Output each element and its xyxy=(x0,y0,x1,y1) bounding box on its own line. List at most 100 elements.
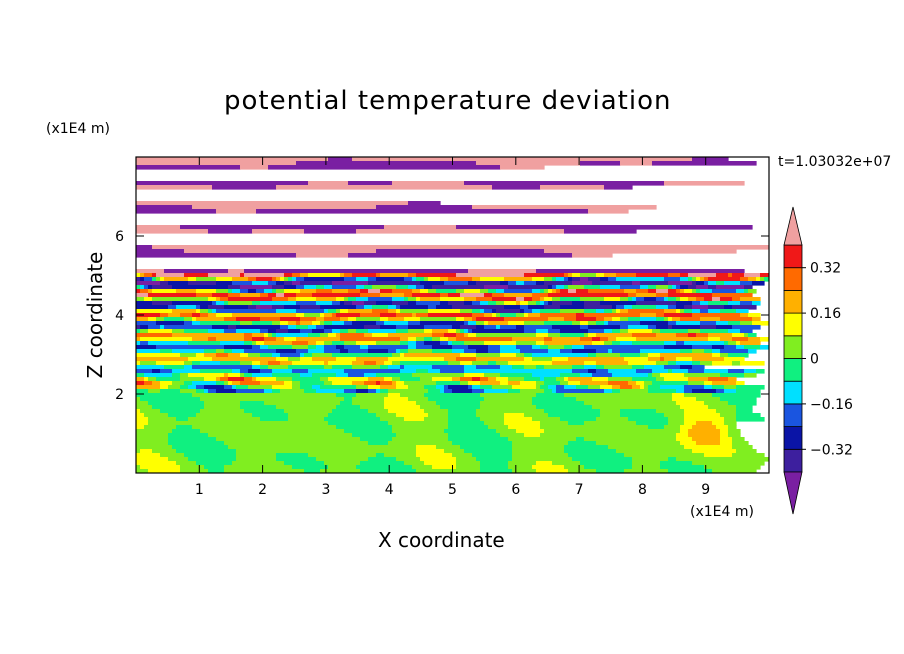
contour-cell xyxy=(652,369,669,374)
contour-cell xyxy=(564,445,609,450)
contour-cell xyxy=(648,289,657,294)
contour-cell xyxy=(456,457,477,462)
contour-cell xyxy=(648,285,657,290)
contour-cell xyxy=(460,381,469,386)
contour-cell xyxy=(260,353,273,358)
contour-cell xyxy=(148,317,157,322)
contour-cell xyxy=(668,325,673,330)
contour-cell xyxy=(332,285,357,290)
contour-cell xyxy=(576,317,597,322)
contour-cell xyxy=(296,309,325,314)
contour-cell xyxy=(136,229,209,234)
contour-cell xyxy=(668,321,677,326)
contour-cell xyxy=(488,345,501,350)
contour-cell xyxy=(564,277,569,282)
contour-cell xyxy=(512,365,525,370)
contour-cell xyxy=(380,389,389,394)
contour-cell xyxy=(164,317,185,322)
contour-cell xyxy=(536,333,549,338)
contour-cell xyxy=(492,185,541,190)
contour-cell xyxy=(216,353,229,358)
contour-cell xyxy=(692,425,717,430)
contour-cell xyxy=(752,321,769,326)
contour-cell xyxy=(148,285,153,290)
contour-cell xyxy=(136,333,173,338)
contour-cell xyxy=(388,365,401,370)
contour-cell xyxy=(332,409,369,414)
contour-cell xyxy=(216,277,233,282)
contour-cell xyxy=(688,329,701,334)
contour-cell xyxy=(560,305,585,310)
contour-cell xyxy=(296,337,341,342)
contour-cell xyxy=(368,377,385,382)
contour-cell xyxy=(596,349,609,354)
contour-cell xyxy=(448,417,481,422)
contour-cell xyxy=(712,349,721,354)
contour-cell xyxy=(580,277,589,282)
contour-cell xyxy=(628,325,649,330)
contour-cell xyxy=(340,309,349,314)
contour-cell xyxy=(580,297,605,302)
contour-cell xyxy=(136,281,161,286)
contour-cell xyxy=(296,297,317,302)
contour-cell xyxy=(652,329,661,334)
contour-cell xyxy=(620,341,633,346)
contour-cell xyxy=(232,289,241,294)
contour-cell xyxy=(592,337,601,342)
contour-cell xyxy=(136,165,241,170)
contour-cell xyxy=(636,297,645,302)
contour-cell xyxy=(292,465,329,470)
contour-cell xyxy=(584,345,665,350)
contour-cell xyxy=(336,393,357,398)
contour-cell xyxy=(612,373,649,378)
contour-cell xyxy=(420,289,429,294)
contour-cell xyxy=(636,273,669,278)
contour-cell xyxy=(744,369,757,374)
contour-cell xyxy=(508,281,517,286)
contour-cell xyxy=(320,305,357,310)
contour-cell xyxy=(232,461,285,466)
contour-cell xyxy=(232,281,253,286)
contour-cell xyxy=(280,277,285,282)
contour-cell xyxy=(652,381,689,386)
contour-cell xyxy=(504,317,549,322)
contour-cell xyxy=(416,445,437,450)
contour-cell xyxy=(440,337,449,342)
contour-cell xyxy=(676,437,693,442)
contour-cell xyxy=(484,309,493,314)
contour-cell xyxy=(168,281,189,286)
contour-cell xyxy=(136,421,149,426)
contour-cell xyxy=(532,289,541,294)
y-axis-multiplier: (x1E4 m) xyxy=(46,121,110,137)
contour-cell xyxy=(180,313,193,318)
contour-cell xyxy=(196,277,217,282)
contour-cell xyxy=(136,305,169,310)
contour-cell xyxy=(732,437,745,442)
contour-cell xyxy=(480,301,489,306)
contour-cell xyxy=(180,465,205,470)
contour-cell xyxy=(172,329,185,334)
contour-cell xyxy=(344,429,393,434)
contour-cell xyxy=(628,329,653,334)
contour-cell xyxy=(256,277,273,282)
contour-cell xyxy=(668,289,677,294)
contour-cell xyxy=(316,325,325,330)
contour-cell xyxy=(376,205,473,210)
contour-cell xyxy=(484,285,509,290)
contour-cell xyxy=(604,341,613,346)
contour-cell xyxy=(208,297,217,302)
contour-cell xyxy=(544,377,557,382)
contour-cell xyxy=(228,293,241,298)
colorbar-box xyxy=(783,289,803,314)
contour-cell xyxy=(452,441,513,446)
contour-cell xyxy=(300,289,317,294)
contour-cell xyxy=(588,277,601,282)
contour-cell xyxy=(364,381,377,386)
contour-cell xyxy=(216,281,233,286)
contour-cell xyxy=(324,349,341,354)
contour-cell xyxy=(656,361,669,366)
contour-cell xyxy=(468,329,473,334)
contour-cell xyxy=(524,413,549,418)
contour-cell xyxy=(444,357,457,362)
